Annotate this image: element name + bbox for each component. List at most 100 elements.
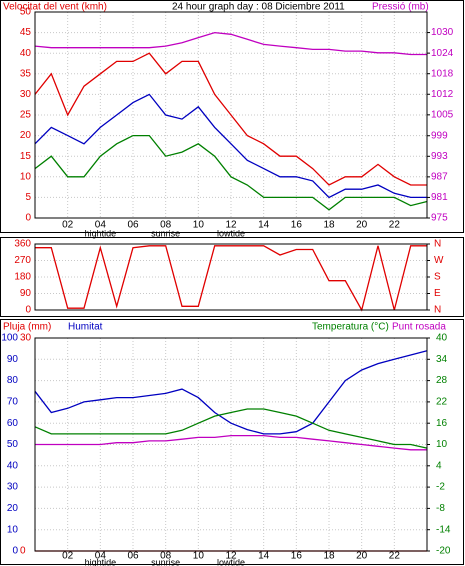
y2-tick-label: E bbox=[434, 288, 441, 299]
series-line bbox=[35, 434, 427, 451]
y2-tick-label: 999 bbox=[431, 130, 448, 141]
series-line bbox=[34, 134, 428, 211]
x-tick-label: 12 bbox=[225, 551, 237, 562]
annotation: hightide bbox=[85, 557, 117, 566]
series-line bbox=[34, 408, 428, 449]
y2-tick-label: 28 bbox=[436, 375, 448, 386]
y-axis-label: Velocitat del vent (kmh) bbox=[3, 2, 107, 13]
y-tick-label: 50 bbox=[20, 7, 32, 18]
y-tick-label: 50 bbox=[7, 439, 19, 450]
y2-tick-label: 987 bbox=[431, 172, 448, 183]
y2-tick-label: -14 bbox=[436, 524, 451, 535]
x-tick-label: 18 bbox=[323, 551, 335, 562]
x-tick-label: 20 bbox=[356, 551, 368, 562]
x-tick-label: 06 bbox=[127, 220, 139, 231]
x-tick-label: 06 bbox=[127, 551, 139, 562]
y2-tick-label: -20 bbox=[436, 546, 451, 557]
x-tick-label: 22 bbox=[389, 220, 401, 231]
y-tick-label: 90 bbox=[20, 288, 32, 299]
x-tick-label: 04 bbox=[95, 220, 107, 231]
y2-tick-label: 1005 bbox=[431, 109, 454, 120]
y-tick-label: 40 bbox=[20, 48, 32, 59]
y2-tick-label: N bbox=[434, 305, 441, 316]
y2-tick-label: 1030 bbox=[431, 27, 454, 38]
annotation: sunrise bbox=[151, 228, 180, 238]
panel-frame bbox=[0, 237, 464, 317]
y-tick-label: 10 bbox=[20, 171, 32, 182]
y-tick-label: 80 bbox=[7, 375, 19, 386]
x-tick-label: 10 bbox=[193, 551, 205, 562]
y-tick-label: 15 bbox=[20, 151, 32, 162]
annotation: hightide bbox=[85, 228, 117, 238]
y-tick-label: 70 bbox=[7, 397, 19, 408]
x-tick-label: 02 bbox=[62, 551, 74, 562]
x-tick-label: 22 bbox=[389, 551, 401, 562]
y2-tick-label: 1024 bbox=[431, 48, 454, 59]
y2-tick-label: 40 bbox=[436, 333, 448, 344]
x-tick-label: 04 bbox=[95, 551, 107, 562]
x-tick-label: 14 bbox=[258, 220, 270, 231]
y-tick-label: 30 bbox=[20, 89, 32, 100]
legend-label: Temperatura (°C) bbox=[312, 322, 389, 333]
panel-frame bbox=[0, 319, 464, 565]
y2-tick-label: 4 bbox=[436, 460, 442, 471]
y3-tick-label: 0 bbox=[20, 546, 26, 557]
series-line bbox=[35, 245, 427, 312]
y-tick-label: 360 bbox=[14, 239, 31, 250]
y2-tick-label: 22 bbox=[436, 397, 448, 408]
y2-axis-label: Pressió (mb) bbox=[372, 2, 429, 13]
x-tick-label: 18 bbox=[323, 220, 335, 231]
y2-tick-label: 34 bbox=[436, 354, 448, 365]
y-tick-label: 5 bbox=[25, 192, 31, 203]
y2-tick-label: -8 bbox=[436, 503, 445, 514]
y2-tick-label: 981 bbox=[431, 192, 448, 203]
y-tick-label: 30 bbox=[7, 482, 19, 493]
x-tick-label: 16 bbox=[291, 551, 303, 562]
y2-tick-label: 1018 bbox=[431, 68, 454, 79]
y2-tick-label: 993 bbox=[431, 151, 448, 162]
legend-label: Humitat bbox=[68, 322, 103, 333]
y-tick-label: 0 bbox=[25, 213, 31, 224]
y-tick-label: 10 bbox=[7, 524, 19, 535]
x-tick-label: 08 bbox=[160, 551, 172, 562]
y-tick-label: 180 bbox=[14, 272, 31, 283]
y2-tick-label: S bbox=[434, 272, 441, 283]
y2-tick-label: 975 bbox=[431, 213, 448, 224]
annotation: lowtide bbox=[217, 557, 245, 566]
x-tick-label: 10 bbox=[193, 220, 205, 231]
y-tick-label: 0 bbox=[12, 546, 18, 557]
y-tick-label: 45 bbox=[20, 27, 32, 38]
legend-label: Punt rosada bbox=[392, 322, 446, 333]
y2-tick-label: -2 bbox=[436, 482, 445, 493]
x-tick-label: 16 bbox=[291, 220, 303, 231]
y-tick-label: 100 bbox=[1, 333, 18, 344]
plot-frame bbox=[34, 11, 428, 219]
y-tick-label: 40 bbox=[7, 460, 19, 471]
series-line bbox=[34, 31, 427, 56]
x-tick-label: 12 bbox=[225, 220, 237, 231]
y-tick-label: 90 bbox=[7, 354, 19, 365]
y2-tick-label: 1012 bbox=[431, 89, 454, 100]
series-line bbox=[34, 52, 427, 186]
y2-tick-label: 10 bbox=[436, 439, 448, 450]
y-tick-label: 270 bbox=[14, 255, 31, 266]
y-tick-label: 60 bbox=[7, 418, 19, 429]
panel-frame bbox=[0, 0, 464, 233]
y-tick-label: 20 bbox=[7, 503, 19, 514]
x-tick-label: 02 bbox=[62, 220, 74, 231]
annotation: sunrise bbox=[151, 557, 180, 566]
series-line bbox=[34, 93, 427, 199]
y-tick-label: 35 bbox=[20, 68, 32, 79]
y-tick-label: 0 bbox=[25, 305, 31, 316]
series-line bbox=[34, 350, 428, 435]
plot-frame bbox=[34, 337, 428, 552]
y2-tick-label: 16 bbox=[436, 418, 448, 429]
y2-tick-label: N bbox=[434, 239, 441, 250]
y-tick-label: 20 bbox=[20, 130, 32, 141]
y2-tick-label: W bbox=[434, 255, 444, 266]
x-tick-label: 14 bbox=[258, 551, 270, 562]
annotation: lowtide bbox=[217, 228, 245, 238]
x-tick-label: 08 bbox=[160, 220, 172, 231]
y3-tick-label: 30 bbox=[20, 333, 32, 344]
